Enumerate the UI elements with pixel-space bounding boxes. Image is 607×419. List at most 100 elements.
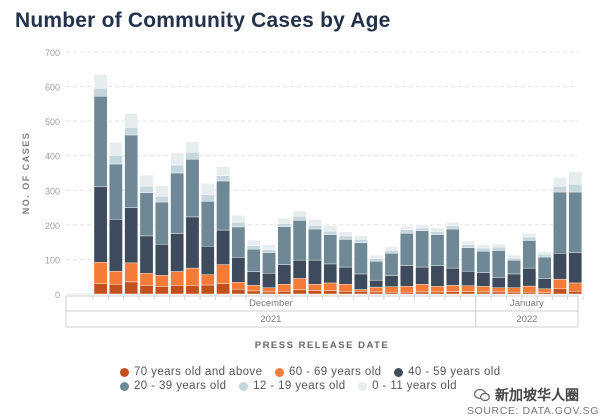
bar-segment xyxy=(155,286,169,295)
legend-item-20-39[interactable]: 20 - 39 years old xyxy=(120,380,226,392)
bar-segment xyxy=(292,210,307,217)
x-month-label: January xyxy=(510,298,544,309)
bar-segment xyxy=(323,290,338,295)
bar-segment xyxy=(292,216,307,221)
bar-segment xyxy=(124,113,138,128)
bar-segment xyxy=(430,234,445,266)
bar-segment xyxy=(400,232,414,266)
y-tick-label: 600 xyxy=(45,83,60,93)
bar-segment xyxy=(155,244,169,276)
bar-segment xyxy=(507,287,521,293)
watermark-text: 新加坡华人圈 xyxy=(495,387,579,403)
legend-item-0-11[interactable]: 0 - 11 years old xyxy=(358,380,457,392)
wechat-icon xyxy=(474,388,490,402)
legend-swatch-12-19 xyxy=(239,381,249,391)
bar-segment xyxy=(231,221,246,228)
bar-segment xyxy=(139,273,154,286)
bar-segment xyxy=(415,230,429,268)
bar-segment xyxy=(400,229,414,234)
bar-segment xyxy=(170,271,184,286)
bar-segment xyxy=(445,225,460,230)
legend-label-60-69: 60 - 69 years old xyxy=(288,366,382,378)
bar-segment xyxy=(369,286,383,293)
bar-segment xyxy=(400,292,414,295)
bar-segment xyxy=(109,163,123,220)
bar-segment xyxy=(507,255,521,259)
bar-segment xyxy=(537,278,552,290)
bar-segment xyxy=(461,270,475,286)
bar-segment xyxy=(537,254,552,258)
bar-segment xyxy=(384,253,399,276)
bar-segment xyxy=(491,291,506,295)
bar-segment xyxy=(170,152,184,166)
bar-segment xyxy=(461,244,475,248)
bar-segment xyxy=(200,194,215,202)
bar-segment xyxy=(185,152,200,160)
bar-segment xyxy=(308,290,322,295)
bar-segment xyxy=(537,256,552,279)
bar-segment xyxy=(430,227,445,232)
bar-segment xyxy=(139,192,154,237)
bar-segment xyxy=(124,281,138,295)
y-axis-label: NO. OF CASES xyxy=(21,132,31,215)
bar-segment xyxy=(185,216,200,269)
legend-item-70-plus[interactable]: 70 years old and above xyxy=(120,366,262,378)
bar-segment xyxy=(430,291,445,295)
bar-segment xyxy=(109,155,123,165)
bar-segment xyxy=(553,253,567,280)
legend-label-20-39: 20 - 39 years old xyxy=(134,380,227,392)
bar-segment xyxy=(338,284,353,292)
bar-segment xyxy=(568,191,583,253)
bar-segment xyxy=(445,291,460,295)
bar-segment xyxy=(445,267,460,286)
bar-segment xyxy=(369,260,383,281)
bar-segment xyxy=(522,240,537,269)
bar-segment xyxy=(139,174,154,187)
bar-segment xyxy=(292,278,307,291)
bar-segment xyxy=(292,259,307,279)
bar-segment xyxy=(476,250,491,273)
bar-segment xyxy=(170,164,184,174)
bar-segment xyxy=(200,201,215,247)
bar-segment xyxy=(445,228,460,269)
bar-segment xyxy=(292,220,307,261)
bar-segment xyxy=(354,291,368,295)
bar-segment xyxy=(430,265,445,287)
bar-segment xyxy=(277,223,292,227)
bar-segment xyxy=(155,195,169,203)
bar-segment xyxy=(537,251,552,255)
bar-segment xyxy=(246,271,261,286)
y-tick-label: 200 xyxy=(45,221,60,231)
bar-segment xyxy=(537,288,552,293)
y-tick-label: 100 xyxy=(45,255,60,265)
bar-segment xyxy=(308,219,322,226)
chart-legend: 70 years old and above 60 - 69 years old… xyxy=(120,366,600,394)
bar-segment xyxy=(568,171,583,185)
y-tick-label: 500 xyxy=(45,117,60,127)
chart-title: Number of Community Cases by Age xyxy=(15,9,391,32)
bar-segment xyxy=(384,275,399,287)
bar-segment xyxy=(461,291,475,295)
bar-segment xyxy=(124,262,138,283)
bar-segment xyxy=(537,292,552,295)
bar-segment xyxy=(216,283,230,295)
bar-segment xyxy=(384,246,399,251)
bar-segment xyxy=(415,224,429,229)
bar-segment xyxy=(491,246,506,251)
bar-segment xyxy=(216,229,230,265)
bar-segment xyxy=(139,185,154,193)
legend-item-12-19[interactable]: 12 - 19 years old xyxy=(239,380,345,392)
legend-item-60-69[interactable]: 60 - 69 years old xyxy=(274,366,382,378)
legend-item-40-59[interactable]: 40 - 59 years old xyxy=(394,366,500,378)
legend-swatch-20-39 xyxy=(120,381,129,391)
bar-segment xyxy=(338,266,353,285)
bar-segment xyxy=(522,285,537,293)
x-axis-label: PRESS RELEASE DATE xyxy=(255,340,390,351)
legend-label-40-59: 40 - 59 years old xyxy=(408,366,501,378)
source-note: SOURCE: DATA.GOV.SG xyxy=(467,405,599,417)
bar-segment xyxy=(308,225,322,230)
bar-segment xyxy=(323,234,338,265)
bar-segment xyxy=(124,127,138,136)
bar-segment xyxy=(507,292,521,295)
